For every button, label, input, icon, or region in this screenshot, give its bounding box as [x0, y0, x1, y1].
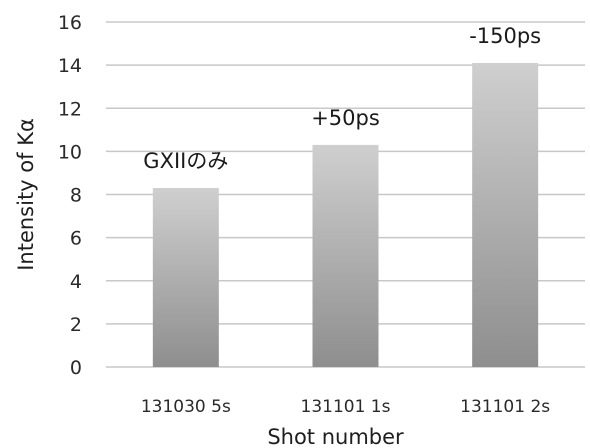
- x-tick-label: 131030 5s: [141, 397, 231, 417]
- x-tick-label: 131101 1s: [301, 397, 391, 417]
- x-tick-label: 131101 2s: [460, 397, 550, 417]
- y-tick-label: 16: [58, 12, 82, 34]
- y-tick-label: 4: [70, 271, 82, 293]
- bar-data-label: +50ps: [311, 106, 380, 130]
- bar-2: [312, 144, 379, 367]
- y-tick-label: 6: [70, 228, 82, 250]
- x-axis-title: Shot number: [267, 425, 404, 448]
- y-tick-label: 0: [70, 357, 82, 379]
- bar-data-label: -150ps: [469, 24, 541, 48]
- y-axis-ticks: 0 2 4 6 8 10 12 14 16: [58, 12, 82, 379]
- data-labels: GXIIのみ +50ps -150ps: [143, 24, 541, 173]
- y-tick-label: 8: [70, 185, 82, 207]
- y-tick-label: 14: [58, 55, 82, 77]
- y-tick-label: 10: [58, 141, 82, 163]
- bar-1: [152, 188, 219, 367]
- bar-3: [472, 62, 539, 367]
- bar-data-label: GXIIのみ: [143, 149, 228, 173]
- bars: [152, 62, 539, 367]
- y-tick-label: 12: [58, 98, 82, 120]
- x-axis-ticks: 131030 5s 131101 1s 131101 2s: [141, 397, 550, 417]
- y-axis-title: Intensity of Kα: [14, 118, 38, 271]
- y-tick-label: 2: [70, 314, 82, 336]
